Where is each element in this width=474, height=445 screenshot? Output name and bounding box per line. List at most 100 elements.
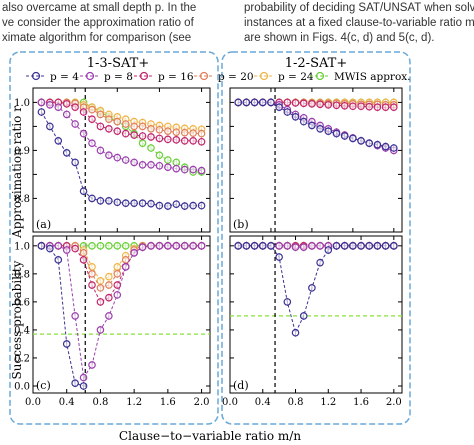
panel-c-series-p-8-point bbox=[96, 326, 105, 334]
panel-d: 0.0 0.4 0.8 1.2 1.6 2.0 (d) bbox=[222, 235, 403, 408]
panel-d-series-p-8-point bbox=[275, 242, 283, 250]
caption-left-line-1: also overcame at small depth p. In the bbox=[2, 2, 196, 14]
panel-d-series-p-4-point bbox=[340, 242, 349, 250]
panel-a-series-p-20-point bbox=[138, 122, 147, 131]
panel-c: 0.0 0.4 0.8 1.2 1.6 2.0 0.0 0.2 0.4 0.6 0.8 1.0 (c) bbox=[14, 235, 211, 408]
panel-d-series-p-4-point bbox=[357, 242, 365, 250]
panel-c-series-p-8-point bbox=[130, 249, 138, 257]
panel-d-xtick-label: 0.4 bbox=[255, 397, 271, 408]
panel-b-series-p-16-point bbox=[340, 101, 349, 110]
panel-a-series-p-20-point bbox=[164, 127, 172, 136]
panel-c-series-p-4-point bbox=[62, 340, 71, 348]
legend-label-p4: p = 4 bbox=[50, 71, 79, 83]
panel-a-series-p-4-point bbox=[197, 201, 206, 210]
panel-d-series-p-4-point bbox=[381, 242, 390, 250]
panel-a-title: 1-3-SAT+ bbox=[87, 56, 149, 71]
panel-a-series-p-16-point bbox=[155, 134, 164, 143]
panel-a-series-p-16-point bbox=[62, 100, 71, 108]
panel-a-series-p-4-point bbox=[54, 137, 63, 145]
ylabel-success-probability: Success probability bbox=[10, 260, 24, 379]
panel-d-series-p-4-point bbox=[283, 298, 292, 306]
panel-b-series-p-16-point bbox=[390, 103, 398, 112]
panel-d-series-p-4-line bbox=[238, 245, 394, 335]
frame-left bbox=[9, 51, 219, 425]
panel-b-series-p-4-point bbox=[324, 127, 333, 136]
panel-a-series-p-8-point bbox=[121, 156, 130, 164]
panel-d-xtick-label: 2.0 bbox=[386, 397, 402, 408]
xlabel: Clause−to−variable ratio m/n bbox=[119, 429, 301, 443]
panel-a-series-p-8-point bbox=[88, 139, 96, 148]
panel-c-series-p-20-point bbox=[96, 284, 105, 292]
panel-a-series-p-16-point bbox=[189, 137, 197, 145]
panel-b-series-p-16-point bbox=[357, 102, 365, 111]
panel-c-series-p-8-point bbox=[147, 242, 155, 250]
panel-a-series-p-4-point bbox=[88, 194, 96, 203]
panel-a-series-p-4-point bbox=[138, 199, 147, 208]
panel-a-series-p-8-point bbox=[189, 165, 197, 174]
panel-a-series-p-20-point bbox=[96, 110, 105, 119]
panel-c-series-p-24-point bbox=[96, 277, 105, 285]
panel-d-series-p-4-point bbox=[324, 246, 333, 254]
panel-d-series-p-4-point bbox=[267, 242, 275, 250]
caption-right-line-1: probability of deciding SAT/UNSAT when s… bbox=[244, 2, 474, 14]
panel-c-axes-box bbox=[32, 235, 211, 394]
frame-right bbox=[221, 51, 411, 425]
panel-c-series-p-8-point bbox=[105, 312, 113, 320]
panel-c-series-p-4-point bbox=[79, 382, 88, 390]
panel-a-series-p-4-point bbox=[96, 197, 105, 205]
panel-a-series-p-20-point bbox=[121, 120, 130, 128]
panel-c-series-p-24-point bbox=[113, 263, 122, 271]
panel-b-series-p-4-point bbox=[316, 125, 324, 133]
panel-b-series-p-16-point bbox=[316, 100, 324, 109]
panel-a-series-p-16-point bbox=[197, 137, 206, 146]
panel-a-series-p-20-point bbox=[147, 125, 155, 133]
panel-c-series-p-8-line bbox=[41, 245, 202, 379]
panel-a-series-p-8-point bbox=[62, 110, 71, 119]
panel-d-series-p-4-point bbox=[390, 242, 398, 250]
panel-b-series-p-4-point bbox=[291, 113, 300, 121]
panel-c-ytick-label: 1.0 bbox=[14, 241, 30, 252]
legend-entry-p4: p = 4 bbox=[26, 71, 79, 83]
panel-d-series-p-8-point bbox=[308, 242, 316, 250]
panel-c-series-p-8-point bbox=[79, 373, 88, 382]
caption-left-line-2: ve consider the approximation ratio of bbox=[2, 17, 195, 29]
panel-a-series-p-8-point bbox=[147, 161, 155, 169]
panel-a-series-mwis-approx-point bbox=[172, 158, 181, 167]
panel-a-series-p-4-point bbox=[46, 122, 54, 131]
panel-d-xtick-label: 0.0 bbox=[222, 397, 238, 408]
panel-a: 0.8 0.9 1.0 (a) bbox=[14, 87, 211, 233]
panel-d-series-p-8-point bbox=[299, 243, 308, 252]
legend-entry-mwis: MWIS approx. bbox=[310, 71, 411, 83]
panel-b-series-p-4-point bbox=[267, 98, 275, 107]
legend-entry-p20: p = 20 bbox=[194, 71, 254, 83]
panel-c-series-p-24-point bbox=[105, 272, 113, 281]
panel-c-xtick-label: 0.4 bbox=[59, 397, 75, 408]
panel-a-series-p-4-point bbox=[155, 201, 164, 210]
legend-entry-p16: p = 16 bbox=[134, 71, 194, 83]
panel-a-series-p-4-point bbox=[147, 199, 155, 208]
panel-c-series-mwis-approx-point bbox=[121, 242, 130, 250]
panel-a-series-p-16-point bbox=[138, 132, 147, 140]
panel-b-series-p-4-point bbox=[234, 98, 242, 107]
panel-a-series-p-8-point bbox=[54, 103, 63, 112]
legend-label-p16: p = 16 bbox=[158, 71, 194, 83]
panel-d-series-p-4-point bbox=[242, 242, 251, 250]
panel-d-series-p-4-point bbox=[373, 242, 382, 250]
ylabel-approx-ratio: Approximation ratio r bbox=[10, 106, 24, 239]
panel-d-series-p-8-point bbox=[283, 242, 292, 250]
panel-a-series-mwis-approx-point bbox=[138, 139, 147, 148]
panel-c-series-p-16-point bbox=[71, 244, 79, 253]
panel-a-series-p-20-point bbox=[180, 128, 189, 137]
panel-c-series-mwis-approx-point bbox=[96, 242, 105, 250]
panel-b-title: 1-2-SAT+ bbox=[285, 56, 347, 71]
panel-b-series-p-16-point bbox=[324, 101, 333, 109]
panel-c-series-mwis-approx-point bbox=[113, 242, 122, 250]
panel-d-series-p-8-point bbox=[291, 243, 300, 252]
panel-b-series-p-16-point bbox=[283, 98, 292, 107]
panel-d-series-p-8-point bbox=[316, 242, 324, 250]
panel-a-series-p-16-point bbox=[121, 129, 130, 138]
panel-a-series-p-8-point bbox=[197, 166, 206, 175]
panel-c-series-p-20-point bbox=[88, 270, 96, 278]
panel-a-series-p-8-point bbox=[155, 161, 164, 170]
panel-b-series-p-4-point bbox=[283, 108, 292, 116]
